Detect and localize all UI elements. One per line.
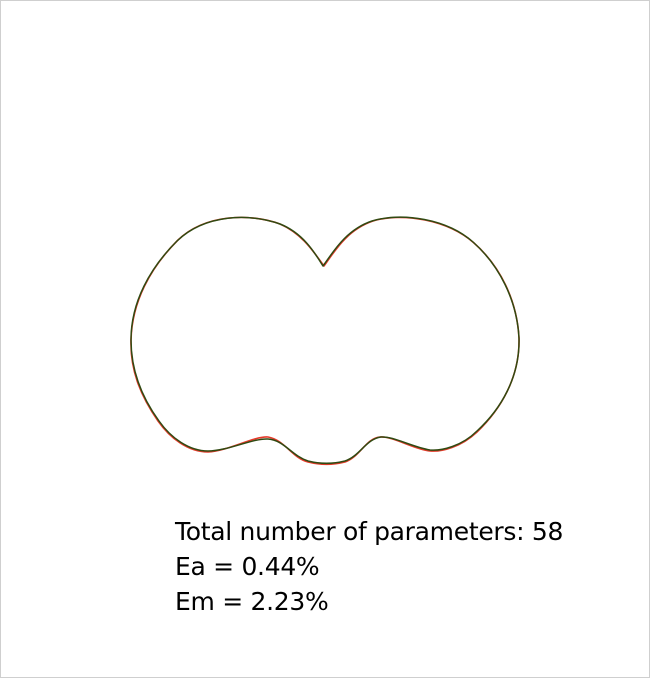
stats-block: Total number of parameters: 58 Ea = 0.44… xyxy=(175,514,563,619)
ea-text: Ea = 0.44% xyxy=(175,552,320,581)
fitted-contour xyxy=(130,216,520,464)
em-text: Em = 2.23% xyxy=(175,587,329,616)
target-contour xyxy=(130,216,520,466)
total-parameters-text: Total number of parameters: 58 xyxy=(175,517,564,546)
